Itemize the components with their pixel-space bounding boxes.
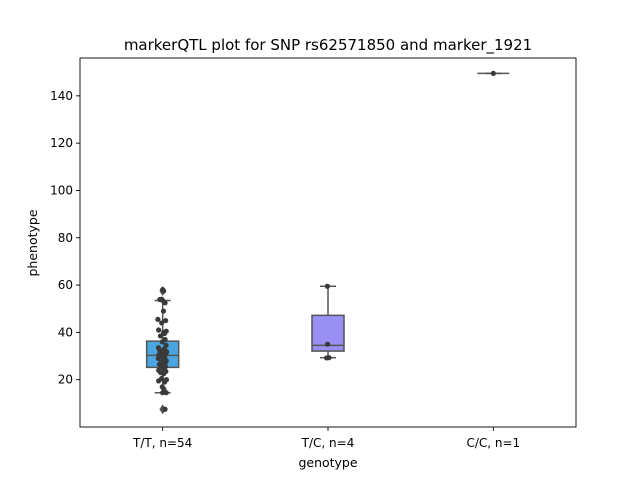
y-axis-label: phenotype [25,209,40,276]
y-tick-label: 20 [58,373,73,387]
x-axis: T/T, n=54 T/C, n=4 C/C, n=1 [132,427,520,450]
y-tick-label: 80 [58,231,73,245]
y-axis: 20 40 60 80 100 120 140 [50,89,80,387]
plot-area [145,70,510,415]
data-point [160,308,167,314]
data-point [326,355,332,361]
y-tick-label: 60 [58,278,73,292]
y-tick-label: 140 [50,89,73,103]
x-tick-label: T/T, n=54 [132,436,192,450]
x-tick-label: T/C, n=4 [301,436,355,450]
x-axis-label: genotype [298,455,357,470]
data-point [162,300,168,306]
data-point [159,339,165,345]
data-point [155,316,161,322]
data-point [161,330,168,337]
data-point [156,378,162,384]
data-point [163,317,169,324]
data-point [490,70,496,76]
x-tick-label: C/C, n=1 [466,436,520,450]
data-point [325,341,331,347]
data-point [159,320,165,326]
data-point [156,327,162,333]
data-point [162,406,168,412]
data-point [157,333,164,339]
data-point [161,288,167,294]
y-tick-label: 120 [50,136,73,150]
plot-frame [79,57,577,428]
chart-title: markerQTL plot for SNP rs62571850 and ma… [124,36,532,55]
data-point [163,390,169,396]
data-point [324,283,330,289]
y-tick-label: 40 [58,325,73,339]
y-tick-label: 100 [50,183,73,197]
data-point [161,371,167,377]
data-point [160,390,166,396]
data-point [162,379,168,385]
data-point [155,355,161,362]
